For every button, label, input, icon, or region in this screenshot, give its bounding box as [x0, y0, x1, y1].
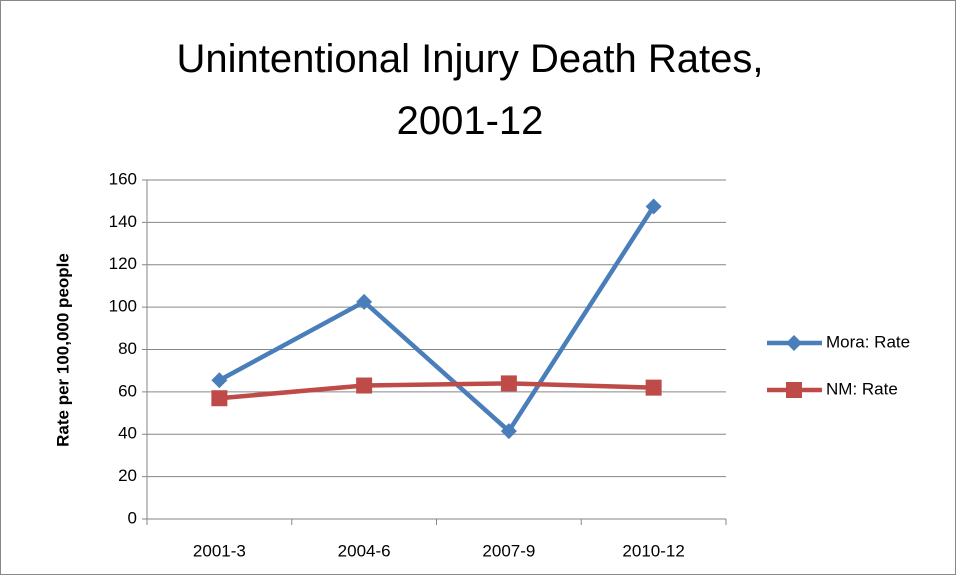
y-tick-label: 160 — [109, 169, 137, 188]
x-tick-label: 2004-6 — [338, 541, 391, 560]
legend-label: Mora: Rate — [826, 332, 910, 351]
legend-marker — [786, 382, 802, 398]
y-tick-label: 100 — [109, 297, 137, 316]
series-line — [218, 205, 656, 434]
y-axis-label: Rate per 100,000 people — [53, 253, 72, 447]
x-tick-label: 2007-9 — [482, 541, 535, 560]
y-tick-label: 60 — [118, 381, 137, 400]
y-tick-label: 20 — [118, 466, 137, 485]
data-point — [500, 375, 517, 392]
legend-label: NM: Rate — [826, 379, 898, 398]
data-point — [356, 293, 373, 310]
data-point — [356, 377, 373, 394]
x-tick-label: 2001-3 — [193, 541, 246, 560]
y-tick-label: 80 — [118, 339, 137, 358]
legend-marker — [786, 335, 802, 351]
series-line — [219, 381, 654, 401]
chart-title: Unintentional Injury Death Rates, 2001-1… — [176, 37, 764, 143]
data-point — [211, 372, 228, 389]
y-tick-label: 0 — [128, 508, 137, 527]
y-tick-label: 140 — [109, 212, 137, 231]
data-point — [645, 379, 662, 396]
data-point — [500, 423, 517, 440]
x-tick-label: 2010-12 — [622, 541, 684, 560]
data-point — [645, 198, 662, 215]
y-tick-label: 40 — [118, 424, 137, 443]
data-point — [211, 390, 228, 407]
y-tick-label: 120 — [109, 254, 137, 273]
